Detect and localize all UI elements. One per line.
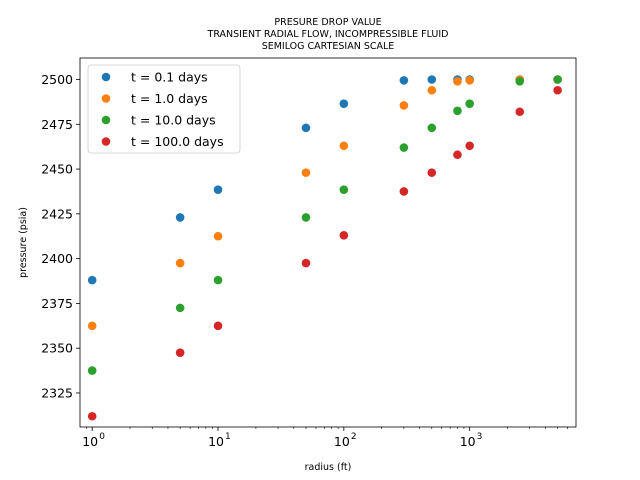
data-point (213, 231, 223, 241)
y-tick-label: 2475 (41, 117, 73, 132)
legend-label: t = 10.0 days (131, 113, 216, 128)
series-4 (87, 85, 562, 421)
data-point (87, 411, 97, 421)
data-point (453, 150, 462, 160)
data-point (175, 213, 185, 222)
data-point (175, 348, 185, 357)
data-point (339, 231, 349, 240)
x-tick-label: 10 (334, 434, 350, 449)
y-tick-label: 2375 (41, 296, 73, 311)
legend-label: t = 1.0 days (131, 91, 208, 106)
data-point (453, 106, 462, 116)
x-tick-label-exponent: 0 (99, 432, 105, 442)
legend-label: t = 100.0 days (131, 134, 224, 149)
data-point (399, 187, 409, 196)
x-tick-label-exponent: 1 (225, 432, 231, 442)
data-point (87, 366, 97, 375)
data-point (339, 99, 349, 108)
y-tick-label: 2325 (41, 385, 73, 400)
legend-marker (101, 137, 111, 146)
data-point (465, 99, 474, 108)
data-point (515, 107, 525, 117)
series-3 (87, 75, 562, 375)
x-tick-label: 10 (460, 434, 476, 449)
data-point (399, 101, 409, 110)
data-point (427, 123, 437, 133)
y-tick-label: 2350 (41, 341, 73, 356)
y-tick-label: 2425 (41, 206, 73, 221)
data-point (301, 123, 311, 133)
data-point (427, 85, 437, 95)
data-point (453, 76, 462, 86)
data-point (213, 275, 223, 285)
legend-marker (101, 115, 111, 125)
y-tick-label: 2500 (41, 72, 73, 87)
legend-label: t = 0.1 days (131, 70, 208, 85)
legend-item: t = 0.1 days (101, 70, 208, 85)
data-point (87, 321, 97, 331)
legend-box (87, 64, 241, 154)
y-tick-label: 2400 (41, 251, 73, 266)
data-point (515, 76, 525, 86)
x-tick-label: 10 (208, 434, 224, 449)
data-point (175, 303, 185, 313)
chart-title-line-3: SEMILOG CARTESIAN SCALE (262, 41, 395, 52)
plot-area (87, 75, 562, 421)
legend-marker (101, 72, 111, 82)
x-tick-label-exponent: 3 (477, 432, 483, 442)
data-point (213, 321, 223, 331)
data-point (339, 141, 349, 151)
legend-item: t = 1.0 days (101, 91, 208, 106)
data-point (175, 258, 185, 268)
data-point (553, 75, 562, 84)
data-point (465, 76, 474, 85)
y-tick-label: 2450 (41, 162, 73, 177)
y-axis: 2325 2350 2375 2400 2425 2450 2475 2500 (41, 72, 80, 400)
axes-frame (79, 57, 577, 428)
data-point (399, 76, 409, 85)
data-point (427, 168, 437, 177)
legend-marker (101, 94, 111, 103)
data-point (87, 275, 97, 285)
legend-item: t = 10.0 days (101, 113, 216, 128)
data-point (399, 143, 409, 152)
x-tick-label-exponent: 2 (351, 432, 357, 442)
y-axis-label: pressure (psia) (18, 207, 29, 278)
data-point (465, 141, 474, 151)
x-axis: 10 0 10 1 10 2 10 3 (82, 427, 568, 449)
data-point (301, 168, 311, 177)
x-tick-label: 10 (82, 434, 98, 449)
data-point (339, 185, 349, 194)
x-axis-label: radius (ft) (305, 462, 352, 473)
chart-title: PRESURE DROP VALUE TRANSIENT RADIAL FLOW… (207, 17, 449, 52)
data-point (301, 258, 311, 268)
data-point (213, 185, 223, 194)
data-point (553, 85, 562, 95)
legend-item: t = 100.0 days (101, 134, 224, 149)
data-point (301, 213, 311, 222)
legend: t = 0.1 days t = 1.0 days t = 10.0 days t =… (87, 64, 241, 154)
chart-title-line-1: PRESURE DROP VALUE (274, 17, 381, 28)
data-point (427, 75, 437, 84)
chart-title-line-2: TRANSIENT RADIAL FLOW, INCOMPRESSIBLE FL… (207, 29, 449, 40)
